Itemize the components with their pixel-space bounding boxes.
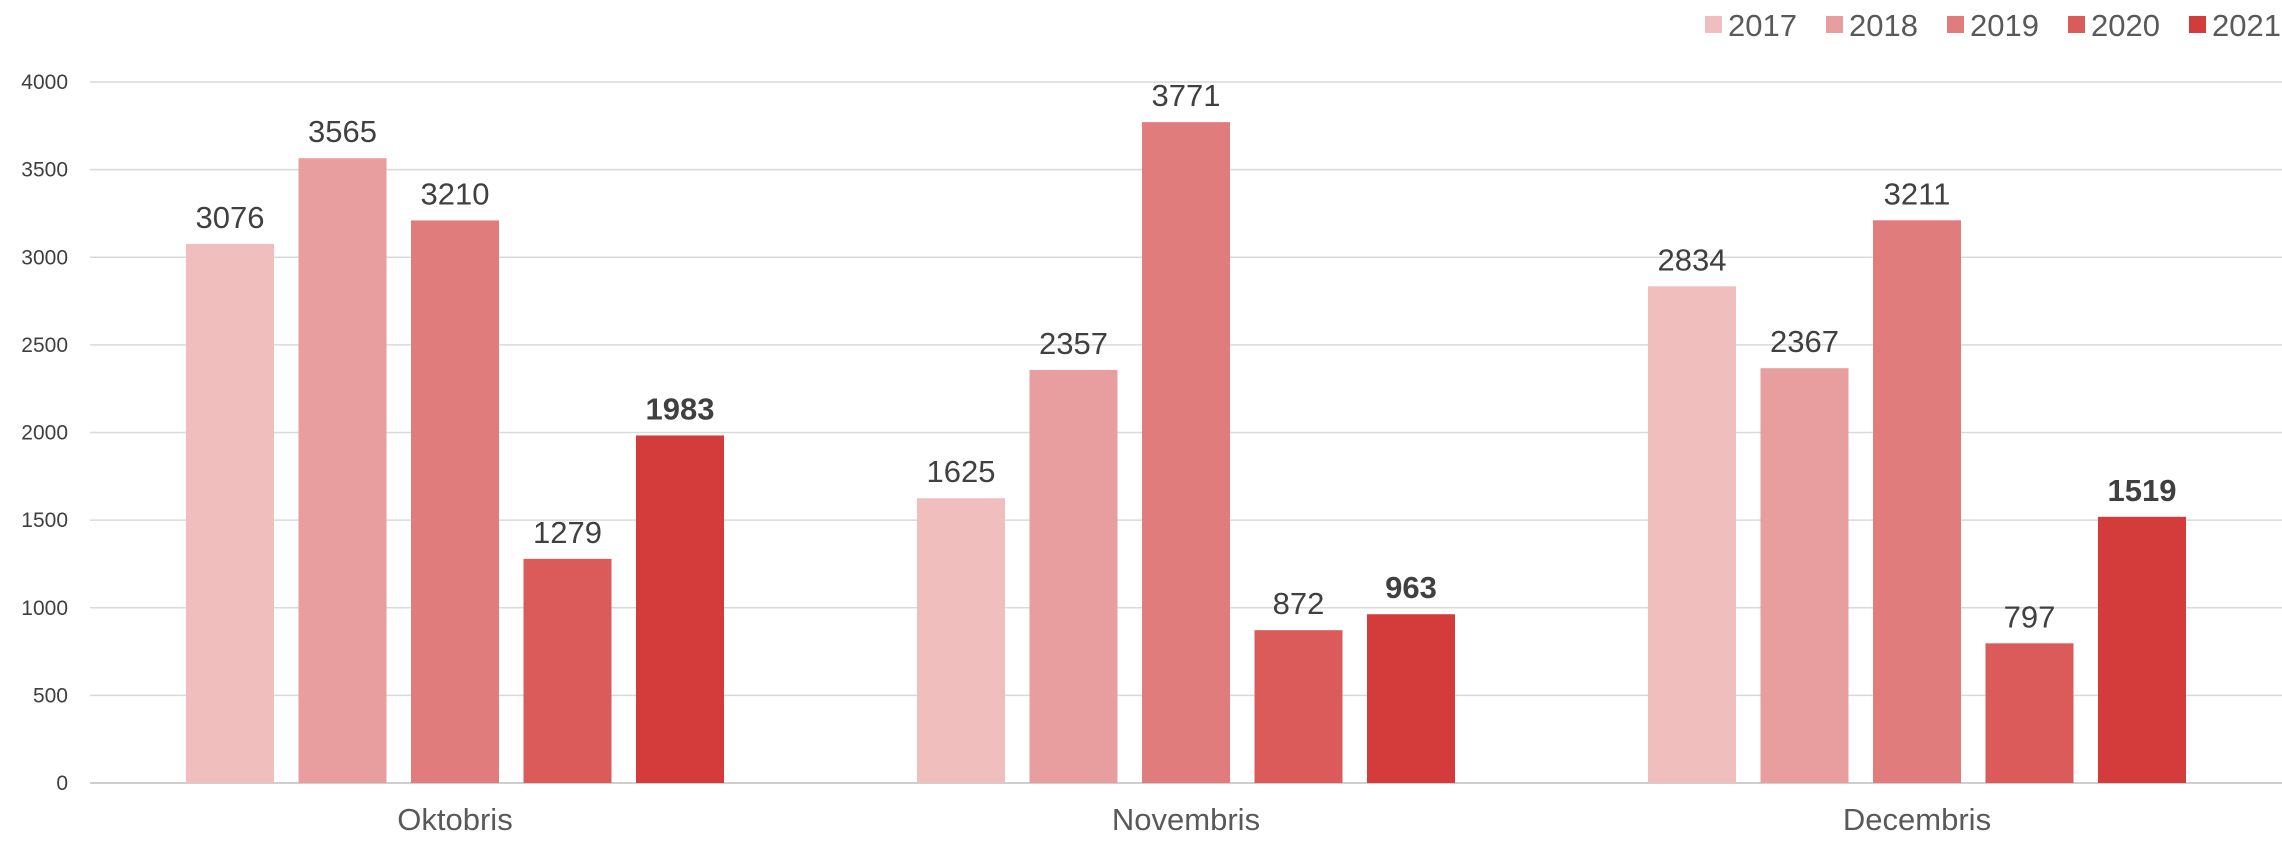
legend: 2017 2018 2019 2020 2021 <box>1705 8 2281 43</box>
bar-2021-novembris <box>1367 614 1455 783</box>
y-tick-label: 0 <box>56 772 68 795</box>
bar-2017-decembris <box>1648 286 1736 783</box>
data-labels: 3076 3565 3210 1279 1983 1625 2357 3771 872 963 28… <box>196 78 2177 634</box>
y-tick-label: 4000 <box>21 71 68 94</box>
bar-2019-novembris <box>1142 122 1230 783</box>
legend-swatch <box>2189 16 2206 33</box>
bar-2020-novembris <box>1254 630 1343 783</box>
legend-label: 2018 <box>1849 8 1918 43</box>
bar-2019-decembris <box>1873 220 1961 784</box>
data-label: 1279 <box>533 515 602 550</box>
data-label: 1983 <box>646 391 715 426</box>
data-label: 3565 <box>308 114 377 149</box>
bar-2019-oktobris <box>411 220 499 783</box>
bar-2020-oktobris <box>523 558 612 783</box>
data-label: 2834 <box>1658 242 1727 277</box>
legend-label: 2021 <box>2212 8 2281 43</box>
bar-2020-decembris <box>1985 643 2074 783</box>
y-tick-label: 3000 <box>21 246 68 269</box>
y-tick-label: 1000 <box>21 597 68 620</box>
legend-swatch <box>2068 16 2085 33</box>
data-label: 1625 <box>927 454 996 489</box>
x-category-label: Oktobris <box>397 802 512 837</box>
y-tick-label: 1500 <box>21 509 68 532</box>
bar-2018-decembris <box>1760 368 1849 783</box>
y-tick-label: 500 <box>33 684 68 707</box>
x-category-label: Decembris <box>1843 802 1991 837</box>
data-label: 2357 <box>1039 326 1108 361</box>
data-label: 872 <box>1273 586 1325 621</box>
x-axis: Oktobris Novembris Decembris <box>397 802 1991 837</box>
bar-2018-oktobris <box>298 158 387 783</box>
bar-2021-decembris <box>2098 516 2186 783</box>
legend-label: 2020 <box>2091 8 2160 43</box>
bars <box>186 122 2186 784</box>
legend-swatch <box>1705 16 1722 33</box>
data-label: 797 <box>2004 599 2056 634</box>
x-category-label: Novembris <box>1112 802 1260 837</box>
bar-2017-oktobris <box>186 243 274 783</box>
y-tick-label: 2000 <box>21 422 68 445</box>
data-label: 3211 <box>1884 176 1951 211</box>
y-axis: 0 500 1000 1500 2000 2500 3000 3500 4000 <box>21 71 68 795</box>
data-label: 3076 <box>196 200 265 235</box>
data-label: 2367 <box>1770 324 1839 359</box>
y-tick-label: 2500 <box>21 334 68 357</box>
legend-swatch <box>1826 16 1843 33</box>
data-label: 3771 <box>1152 78 1221 113</box>
legend-label: 2019 <box>1970 8 2039 43</box>
bar-2018-novembris <box>1029 369 1118 783</box>
data-label: 1519 <box>2108 473 2177 508</box>
data-label: 3210 <box>421 176 490 211</box>
legend-swatch <box>1947 16 1964 33</box>
bar-2021-oktobris <box>636 435 724 783</box>
bar-2017-novembris <box>917 498 1005 783</box>
y-tick-label: 3500 <box>21 159 68 182</box>
data-label: 963 <box>1385 570 1437 605</box>
legend-label: 2017 <box>1728 8 1797 43</box>
